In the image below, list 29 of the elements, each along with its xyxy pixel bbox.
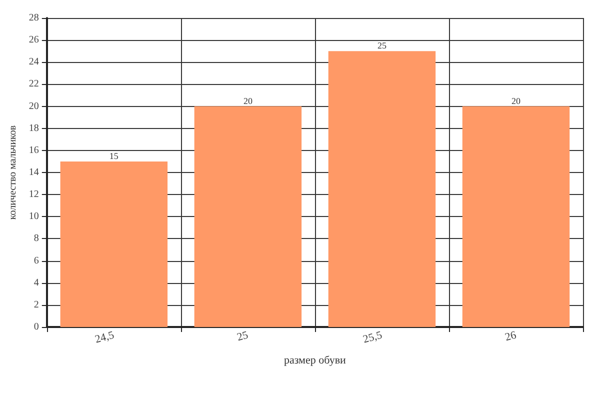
- y-tick-label: 0: [34, 322, 39, 332]
- y-tick-label: 26: [28, 34, 39, 46]
- y-tick-label: 14: [28, 167, 39, 178]
- y-tick-label: 28: [28, 12, 39, 24]
- bar: [194, 106, 302, 327]
- data-label: 25: [377, 40, 387, 51]
- bar: [328, 51, 436, 327]
- y-tick-label: 10: [28, 211, 39, 222]
- y-tick-label: 6: [34, 255, 39, 266]
- y-tick-label: 16: [28, 144, 39, 156]
- x-axis-title: размер обуви: [284, 354, 346, 366]
- y-tick-label: 4: [34, 277, 39, 288]
- data-label: 20: [511, 96, 521, 106]
- x-tick-label: 24,5: [94, 329, 116, 346]
- data-label: 15: [109, 150, 119, 161]
- x-tick-label: 26: [504, 329, 518, 344]
- bar: [60, 161, 168, 327]
- y-tick-label: 2: [34, 299, 39, 310]
- y-tick-label: 8: [34, 233, 39, 244]
- y-tick-label: 18: [28, 122, 39, 134]
- y-tick-label: 22: [28, 78, 39, 90]
- x-tick-label: 25,5: [362, 329, 384, 346]
- y-tick-label: 24: [28, 56, 39, 68]
- bar: [462, 106, 570, 327]
- y-tick-label: 20: [28, 100, 39, 112]
- data-label: 20: [243, 96, 253, 106]
- y-axis-title: количество мальчиков: [8, 125, 18, 220]
- y-tick-label: 12: [28, 189, 39, 200]
- x-tick-label: 25: [236, 329, 250, 344]
